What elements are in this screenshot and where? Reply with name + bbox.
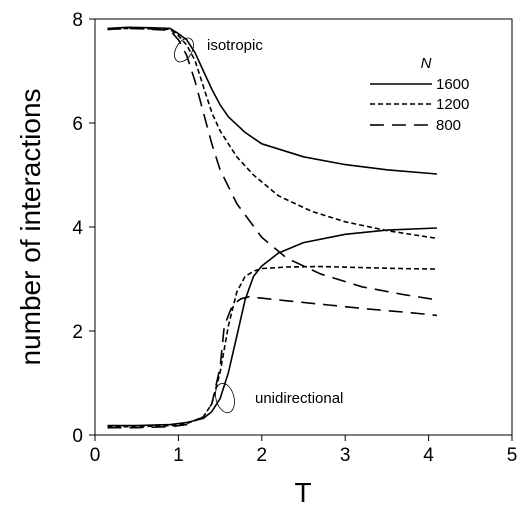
y-tick-label: 6 [72,114,83,135]
legend-label-1200: 1200 [436,96,469,113]
y-tick-label: 8 [72,10,83,31]
legend: N 1600 1200 800 [370,55,469,134]
legend-label-1600: 1600 [436,76,469,93]
legend-title: N [421,55,432,72]
isotropic-label: isotropic [207,37,263,54]
isotropic-marker-ellipse [174,37,194,63]
legend-label-800: 800 [436,117,461,134]
x-tick-label: 1 [173,445,184,466]
x-tick-label: 4 [423,445,434,466]
y-tick-label: 0 [72,426,83,447]
series-line-800-unidirectional [107,295,437,429]
annotation-unidirectional: unidirectional [215,382,343,414]
x-tick-label: 3 [340,445,351,466]
series-lines [107,26,438,429]
series-line-1600-unidirectional [107,227,437,427]
series-line-800-isotropic [107,27,438,301]
axis-ticks: 0 1 2 3 4 5 0 2 4 6 8 [72,10,517,466]
y-tick-label: 4 [72,218,83,239]
unidirectional-marker-ellipse [215,382,235,414]
annotation-isotropic: isotropic [174,37,263,63]
x-tick-label: 5 [507,445,518,466]
y-axis-title: number of interactions [15,88,46,365]
series-line-1200-unidirectional [107,265,437,428]
x-tick-label: 0 [90,445,101,466]
unidirectional-label: unidirectional [255,390,343,407]
x-tick-label: 2 [257,445,268,466]
y-tick-label: 2 [72,322,83,343]
x-axis-title: T [294,477,311,508]
series-line-1200-isotropic [107,27,438,240]
series-line-1600-isotropic [107,26,437,175]
